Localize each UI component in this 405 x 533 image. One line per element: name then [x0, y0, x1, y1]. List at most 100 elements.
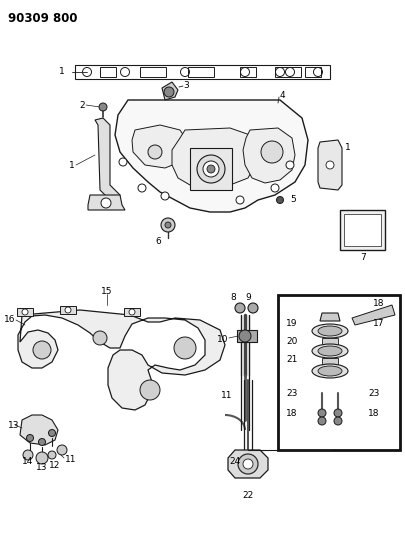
Ellipse shape — [247, 303, 257, 313]
Ellipse shape — [148, 145, 162, 159]
Ellipse shape — [57, 445, 67, 455]
Text: 22: 22 — [242, 490, 253, 499]
Ellipse shape — [138, 184, 146, 192]
Polygon shape — [115, 100, 307, 212]
Text: 9: 9 — [245, 294, 250, 303]
Bar — [237, 330, 256, 342]
Ellipse shape — [317, 346, 341, 356]
Text: 18: 18 — [372, 298, 384, 308]
Text: 19: 19 — [285, 319, 297, 327]
Ellipse shape — [325, 161, 333, 169]
Ellipse shape — [234, 303, 244, 313]
Bar — [321, 358, 337, 370]
Text: 5: 5 — [289, 196, 295, 205]
Text: 15: 15 — [101, 287, 113, 296]
Text: 8: 8 — [230, 294, 235, 303]
Ellipse shape — [164, 222, 171, 228]
Ellipse shape — [164, 87, 174, 97]
Ellipse shape — [317, 326, 341, 336]
Polygon shape — [351, 305, 394, 325]
Ellipse shape — [207, 165, 215, 173]
Polygon shape — [88, 195, 125, 210]
Ellipse shape — [38, 439, 45, 446]
Bar — [304, 67, 320, 77]
Ellipse shape — [129, 309, 135, 315]
Ellipse shape — [202, 161, 218, 177]
Polygon shape — [243, 128, 294, 183]
Text: 7: 7 — [359, 254, 365, 262]
Ellipse shape — [260, 141, 282, 163]
Text: 1: 1 — [59, 68, 65, 77]
Polygon shape — [317, 140, 341, 190]
Bar — [188, 67, 213, 77]
Ellipse shape — [333, 417, 341, 425]
Ellipse shape — [276, 197, 283, 204]
Text: 24: 24 — [229, 457, 240, 466]
Ellipse shape — [311, 324, 347, 338]
Ellipse shape — [311, 364, 347, 378]
Bar — [343, 214, 380, 246]
Ellipse shape — [174, 337, 196, 359]
Ellipse shape — [317, 366, 341, 376]
Text: 23: 23 — [285, 389, 296, 398]
Text: 3: 3 — [183, 82, 188, 91]
Text: 12: 12 — [49, 461, 60, 470]
Bar — [321, 338, 337, 350]
Ellipse shape — [239, 330, 250, 342]
Ellipse shape — [243, 459, 252, 469]
Polygon shape — [95, 118, 120, 200]
Text: 1: 1 — [69, 160, 75, 169]
Ellipse shape — [140, 380, 160, 400]
Polygon shape — [319, 313, 339, 321]
Text: 17: 17 — [372, 319, 384, 327]
Ellipse shape — [161, 218, 175, 232]
Ellipse shape — [48, 451, 56, 459]
Bar — [239, 67, 256, 77]
Polygon shape — [162, 82, 177, 100]
Ellipse shape — [317, 417, 325, 425]
Ellipse shape — [93, 331, 107, 345]
Bar — [124, 308, 140, 316]
Text: 18: 18 — [367, 408, 379, 417]
Ellipse shape — [22, 309, 28, 315]
Text: 18: 18 — [285, 408, 297, 417]
Ellipse shape — [196, 155, 224, 183]
Bar — [17, 308, 33, 316]
Text: 16: 16 — [4, 316, 15, 325]
Text: 11: 11 — [65, 456, 76, 464]
Ellipse shape — [99, 103, 107, 111]
Text: 90309 800: 90309 800 — [8, 12, 77, 25]
Ellipse shape — [26, 434, 34, 441]
Text: 14: 14 — [22, 457, 34, 466]
Ellipse shape — [270, 184, 278, 192]
Text: 6: 6 — [155, 238, 160, 246]
Ellipse shape — [333, 409, 341, 417]
Ellipse shape — [101, 198, 111, 208]
Ellipse shape — [285, 161, 293, 169]
Bar — [190, 148, 231, 190]
Bar — [274, 67, 300, 77]
Bar — [100, 67, 116, 77]
Text: 11: 11 — [220, 391, 231, 400]
Text: 2: 2 — [79, 101, 85, 109]
Text: 1: 1 — [344, 143, 350, 152]
Polygon shape — [228, 450, 267, 478]
Bar — [140, 67, 166, 77]
Text: 23: 23 — [367, 389, 378, 398]
Ellipse shape — [23, 450, 33, 460]
Text: 13: 13 — [8, 421, 19, 430]
Ellipse shape — [48, 430, 55, 437]
Polygon shape — [20, 415, 58, 445]
Text: 4: 4 — [279, 91, 285, 100]
Text: 20: 20 — [285, 336, 296, 345]
Text: 10: 10 — [216, 335, 228, 344]
Polygon shape — [132, 125, 190, 168]
Ellipse shape — [235, 196, 243, 204]
Ellipse shape — [161, 192, 168, 200]
Ellipse shape — [119, 158, 127, 166]
Polygon shape — [18, 310, 224, 410]
Text: 21: 21 — [285, 354, 296, 364]
Ellipse shape — [317, 409, 325, 417]
Polygon shape — [172, 128, 257, 187]
Bar — [339, 210, 384, 250]
